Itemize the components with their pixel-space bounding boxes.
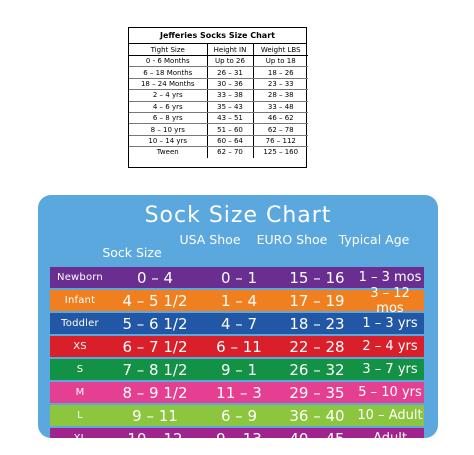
sock-size-value: 9 – 11 — [132, 406, 178, 425]
usa-shoe-value: 11 – 3 — [216, 383, 262, 402]
size-label: XS — [73, 341, 87, 353]
sock-size-value: 8 – 9 1/2 — [122, 383, 188, 402]
table-row: 2 – 4 yrs 33 – 38 28 – 38 — [129, 89, 308, 102]
tight-size-cell: 6 – 8 yrs — [129, 112, 208, 125]
table-row: 4 – 6 yrs 35 – 43 33 – 48 — [129, 101, 308, 113]
table-row: 18 – 24 Months 30 – 36 23 – 33 — [129, 78, 308, 91]
euro-shoe-value: 26 – 32 — [289, 360, 345, 379]
euro-shoe-value: 29 – 35 — [289, 383, 345, 402]
jefferies-size-table: Jefferies Socks Size Chart Tight Size He… — [128, 27, 308, 168]
size-row: Toddler 5 – 6 1/2 4 – 7 18 – 23 1 – 3 yrs — [50, 312, 424, 335]
weight-cell: 62 – 78 — [253, 123, 308, 136]
euro-shoe-value: 22 – 28 — [289, 337, 345, 356]
typical-age-value: 3 – 7 yrs — [362, 362, 418, 378]
sock-size-value: 0 – 4 — [136, 268, 174, 287]
height-cell: Up to 26 — [207, 55, 254, 68]
euro-shoe-value: 15 – 16 — [289, 268, 345, 287]
euro-shoe-value: 18 – 23 — [289, 314, 345, 333]
size-label: Newborn — [57, 272, 103, 284]
usa-shoe-value: 1 – 4 — [220, 291, 258, 310]
sock-size-rows: Newborn 0 – 4 0 – 1 15 – 16 1 – 3 mos Infant 4… — [50, 267, 424, 438]
tight-size-cell: 0 - 6 Months — [129, 55, 208, 68]
table-row: 10 – 14 yrs 60 – 64 76 – 112 — [129, 135, 308, 148]
tight-size-cell: 10 – 14 yrs — [129, 135, 208, 148]
size-label: M — [75, 387, 85, 399]
header-tight-size: Tight Size — [129, 44, 208, 56]
size-row: XL10 – 129 – 1340 – 45Adult — [50, 427, 424, 438]
size-table-grid: Tight Size Height IN Weight LBS 0 - 6 Mo… — [129, 44, 308, 158]
usa-shoe-value: 4 – 7 — [220, 314, 258, 333]
sock-size-value: 10 – 12 — [110, 430, 200, 438]
size-row: Newborn 0 – 4 0 – 1 15 – 16 1 – 3 mos — [50, 267, 424, 289]
weight-cell: 76 – 112 — [253, 135, 308, 148]
size-label: L — [77, 410, 83, 422]
euro-shoe-value: 17 – 19 — [289, 291, 345, 310]
usa-shoe-value: 6 – 11 — [216, 337, 262, 356]
size-row: L 9 – 11 6 – 9 36 – 40 10 – Adult — [50, 404, 424, 427]
height-cell: 35 – 43 — [207, 101, 254, 113]
sock-size-value: 5 – 6 1/2 — [122, 314, 188, 333]
weight-cell: 33 – 48 — [253, 101, 308, 113]
weight-cell: Up to 18 — [253, 55, 308, 68]
sock-size-chart-card: Sock Size Chart Sock Size USA Shoe EURO … — [38, 195, 438, 438]
height-cell: 43 – 51 — [207, 112, 254, 125]
header-height: Height IN — [207, 44, 254, 56]
tight-size-cell: Tween — [129, 146, 208, 158]
table-row: 0 - 6 Months Up to 26 Up to 18 — [129, 55, 308, 68]
weight-cell: 28 – 38 — [253, 89, 308, 102]
header-weight: Weight LBS — [253, 44, 308, 56]
tight-size-cell: 6 – 18 Months — [129, 66, 208, 79]
weight-cell: 18 – 26 — [253, 66, 308, 79]
typical-age-value: 1 – 3 mos — [358, 270, 422, 286]
typical-age-value: Adult — [356, 431, 424, 438]
table-row: 6 – 8 yrs 43 – 51 46 – 62 — [129, 112, 308, 125]
header-sock-size: Sock Size — [102, 245, 162, 260]
usa-shoe-value: 9 – 1 — [220, 360, 258, 379]
typical-age-value: 10 – Adult — [357, 408, 423, 424]
size-row: Infant 4 – 5 1/2 1 – 4 17 – 19 3 – 12 mos — [50, 286, 424, 316]
header-typical-age: Typical Age — [338, 232, 410, 247]
usa-shoe-value: 9 – 13 — [200, 430, 278, 438]
typical-age-value: 3 – 12 mos — [370, 285, 410, 316]
typical-age-value: 2 – 4 yrs — [362, 339, 418, 355]
height-cell: 30 – 36 — [207, 78, 254, 91]
size-row: M 8 – 9 1/2 11 – 3 29 – 35 5 – 10 yrs — [50, 381, 424, 404]
weight-cell: 125 – 160 — [263, 148, 299, 157]
tight-size-cell: 18 – 24 Months — [129, 78, 208, 91]
size-label: Toddler — [61, 318, 99, 330]
tight-size-cell: 2 – 4 yrs — [129, 89, 208, 102]
size-row: S 7 – 8 1/2 9 – 1 26 – 32 3 – 7 yrs — [50, 358, 424, 381]
size-row: XS 6 – 7 1/2 6 – 11 22 – 28 2 – 4 yrs — [50, 335, 424, 358]
typical-age-value: 5 – 10 yrs — [358, 385, 422, 401]
weight-cell: 46 – 62 — [253, 112, 308, 125]
height-cell: 26 – 31 — [207, 66, 254, 79]
table-row: Tween 62 – 70 125 – 160 — [129, 146, 308, 158]
card-title: Sock Size Chart — [144, 203, 332, 228]
typical-age-value: 1 – 3 yrs — [362, 316, 418, 332]
table-row: 8 – 10 yrs 51 – 60 62 – 78 — [129, 123, 308, 136]
euro-shoe-value: 36 – 40 — [289, 406, 345, 425]
header-euro-shoe: EURO Shoe — [256, 232, 328, 247]
tight-size-cell: 4 – 6 yrs — [129, 101, 208, 113]
weight-cell: 23 – 33 — [253, 78, 308, 91]
usa-shoe-value: 6 – 9 — [220, 406, 258, 425]
table-row: 6 – 18 Months 26 – 31 18 – 26 — [129, 66, 308, 79]
size-label: Infant — [64, 295, 96, 307]
size-label: S — [76, 364, 84, 376]
table-header-row: Tight Size Height IN Weight LBS — [129, 44, 308, 56]
usa-shoe-value: 0 – 1 — [220, 268, 258, 287]
sock-size-value: 6 – 7 1/2 — [122, 337, 188, 356]
height-cell: 60 – 64 — [207, 135, 254, 148]
height-cell: 51 – 60 — [207, 123, 254, 136]
euro-shoe-value: 40 – 45 — [278, 430, 356, 438]
tight-size-cell: 8 – 10 yrs — [129, 123, 208, 136]
header-usa-shoe: USA Shoe — [179, 232, 241, 247]
size-label: XL — [50, 433, 110, 438]
sock-size-value: 4 – 5 1/2 — [122, 291, 188, 310]
sock-size-value: 7 – 8 1/2 — [122, 360, 188, 379]
height-cell: 33 – 38 — [207, 89, 254, 102]
table-title: Jefferies Socks Size Chart — [129, 28, 306, 44]
height-cell: 62 – 70 — [207, 146, 254, 158]
